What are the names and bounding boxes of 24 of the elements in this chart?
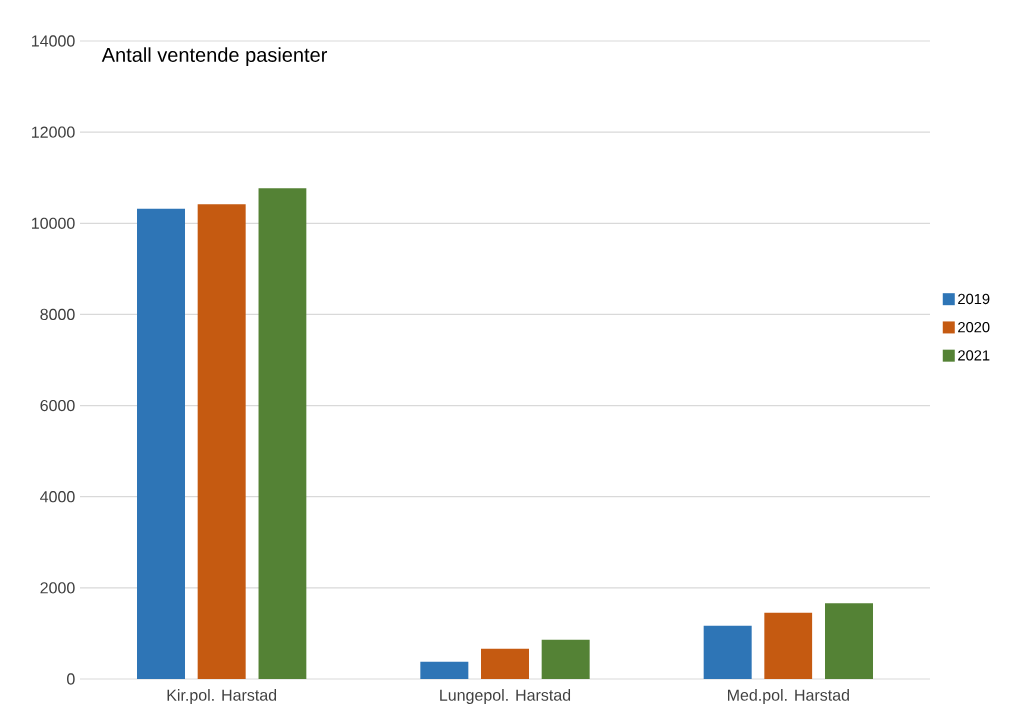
legend-label: 2020 — [958, 321, 990, 333]
bar — [420, 661, 469, 679]
legend-label: 2019 — [958, 293, 990, 305]
chart-title: Antall ventende pasienter — [101, 47, 328, 66]
bar — [258, 188, 307, 679]
y-tick-label: 4000 — [40, 491, 75, 503]
x-tick-label: Kir.pol. Harstad — [167, 689, 277, 704]
bar — [703, 625, 752, 679]
y-tick-label: 8000 — [40, 308, 75, 321]
y-tick-label: 2000 — [40, 582, 75, 594]
bar — [764, 612, 813, 679]
y-tick-label: 12000 — [32, 126, 75, 138]
bar — [541, 639, 590, 679]
legend-label: 2021 — [958, 350, 990, 361]
x-tick-label: Med.pol. Harstad — [728, 689, 849, 704]
bar — [481, 648, 530, 679]
y-tick-label: 0 — [67, 673, 75, 685]
x-tick-label: Lungepol. Harstad — [440, 689, 571, 704]
bar — [137, 208, 186, 679]
y-tick-label: 10000 — [32, 217, 75, 229]
bar — [197, 204, 246, 679]
bar — [825, 603, 874, 679]
y-tick-label: 6000 — [40, 399, 75, 412]
y-tick-label: 14000 — [32, 35, 75, 47]
